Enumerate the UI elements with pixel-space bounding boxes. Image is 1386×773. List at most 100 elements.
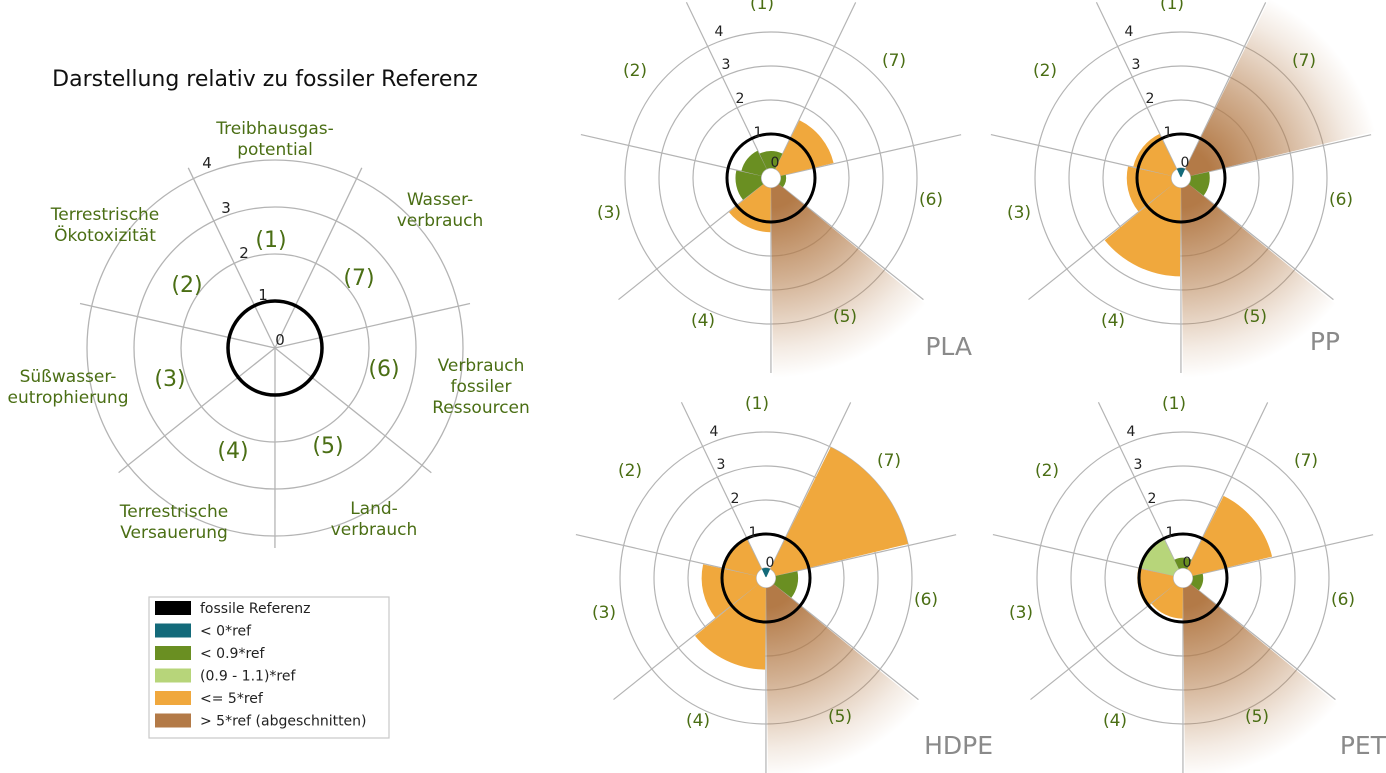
grid-spoke	[1188, 183, 1334, 301]
ring-label-0: 0	[1183, 555, 1192, 571]
ring-label-1: 1	[754, 125, 763, 141]
bar-sector-2	[723, 538, 762, 576]
bar-sector-4	[1151, 584, 1183, 619]
bar-sector-4	[695, 584, 766, 670]
sector-number-5: (5)	[1243, 307, 1267, 327]
grid-spoke	[774, 2, 857, 170]
ring-label-4: 4	[715, 24, 724, 40]
bar-sector-6	[773, 571, 799, 598]
bar-sector-3	[1137, 568, 1176, 607]
overview-polar-diagram: 0 1 2 3 4 (1) (2) (3) (4) (5) (6) (7) Treibhausgas-p…	[8, 119, 530, 549]
grid-spoke	[778, 183, 924, 301]
ring-label-2: 2	[731, 491, 740, 507]
overview-ring-label-4: 4	[202, 154, 212, 172]
overview-category-label-1: Treibhausgas-potential	[215, 119, 334, 160]
ring-label-0: 0	[1181, 155, 1190, 171]
sector-number-1: (1)	[750, 0, 774, 14]
overview-spoke-1	[187, 167, 276, 349]
grid-spoke	[618, 183, 764, 301]
bar-sector-5	[766, 584, 921, 773]
legend-swatch-ref	[155, 601, 191, 615]
ring-label-2: 2	[1148, 491, 1157, 507]
ring-label-1: 1	[1164, 125, 1173, 141]
sector-number-3: (3)	[1007, 203, 1031, 223]
overview-sector-number-7: (7)	[343, 266, 374, 291]
grid-spoke	[1030, 583, 1176, 701]
grid-spoke	[992, 533, 1174, 577]
overview-category-line: Wasser-	[407, 190, 473, 210]
legend-label-high: <= 5*ref	[200, 691, 264, 707]
legend-label-mid: (0.9 - 1.1)*ref	[200, 669, 296, 685]
reference-ring	[1137, 532, 1229, 624]
reference-ring	[725, 132, 817, 224]
overview-category-label-3: Süßwasser-eutrophierung	[8, 367, 129, 408]
overview-category-line: Ökotoxizität	[54, 224, 156, 246]
overview-spoke-6	[118, 347, 276, 474]
legend-swatch-low	[155, 646, 191, 660]
sector-number-2: (2)	[618, 461, 642, 481]
sector-number-1: (1)	[745, 394, 769, 414]
overview-sector-number-6: (6)	[368, 357, 399, 382]
legend-swatch-high	[155, 691, 191, 705]
overview-sector-number-2: (2)	[171, 273, 202, 298]
overview-category-line: Süßwasser-	[20, 367, 117, 387]
sector-number-2: (2)	[1033, 61, 1057, 81]
grid-spoke	[1190, 583, 1336, 701]
sector-number-2: (2)	[1035, 461, 1059, 481]
overview-category-line: verbrauch	[331, 520, 418, 540]
grid-spoke	[775, 534, 957, 577]
sector-number-4: (4)	[1103, 711, 1127, 731]
bar-sector-6	[778, 174, 787, 188]
ring-label-0: 0	[771, 155, 780, 171]
overview-ring-label-3: 3	[221, 199, 231, 217]
overview-sector-number-4: (4)	[217, 439, 248, 464]
chart-name-pet: PET	[1340, 731, 1386, 760]
legend-swatch-mid	[155, 668, 191, 683]
polar-chart-pp: 01 2 3 4 (1) (2) (3) (4) (5) (6) (7) PP	[990, 0, 1376, 378]
grid-spoke	[1190, 134, 1372, 177]
grid-spoke	[1028, 183, 1174, 301]
bar-sector-7	[1187, 495, 1273, 576]
sector-number-6: (6)	[1329, 190, 1353, 210]
overview-sector-number-3: (3)	[154, 367, 185, 392]
overview-spoke-3	[274, 302, 471, 349]
sector-number-4: (4)	[691, 311, 715, 331]
reference-ring	[720, 532, 812, 624]
grid-spoke	[580, 133, 762, 177]
overview-sector-number-1: (1)	[255, 228, 286, 253]
overview-category-label-7: Wasser-verbrauch	[397, 190, 484, 231]
sector-number-1: (1)	[1162, 394, 1186, 414]
overview-ring-label-1: 1	[258, 286, 268, 304]
bar-sector-1	[759, 151, 783, 169]
bar-sector-2	[1133, 134, 1177, 176]
polar-chart-pla: 01 2 3 4 (1) (2) (3) (4) (5) (6) (7) PLA	[580, 0, 972, 378]
legend-label-cut: > 5*ref (abgeschnitten)	[200, 714, 367, 730]
ring-label-3: 3	[722, 57, 731, 73]
sector-number-5: (5)	[833, 307, 857, 327]
chart-name-pla: PLA	[925, 332, 972, 361]
sector-number-2: (2)	[623, 61, 647, 81]
overview-category-line: Ressourcen	[432, 398, 530, 418]
legend: fossile Referenz < 0*ref < 0.9*ref (0.9 - 1…	[148, 596, 390, 739]
sector-number-3: (3)	[592, 603, 616, 623]
ring-label-2: 2	[1146, 91, 1155, 107]
legend-swatch-neg	[155, 623, 191, 638]
sector-number-6: (6)	[919, 190, 943, 210]
overview-spoke-2	[274, 167, 363, 349]
grid-spoke	[1095, 2, 1178, 170]
bar-sector-2	[741, 150, 767, 176]
bar-sector-3	[701, 564, 759, 618]
ring-label-4: 4	[710, 424, 719, 440]
grid-spoke	[1097, 402, 1180, 570]
grid-spoke	[1186, 402, 1269, 570]
polar-chart-pet: 01 2 3 4 (1) (2) (3) (4) (5) (6) (7) PET	[992, 394, 1386, 773]
grid-spoke	[575, 533, 757, 577]
bar-sector-4	[1104, 184, 1181, 277]
grid-spoke	[780, 134, 962, 177]
grid-spoke	[1192, 534, 1374, 577]
sector-number-7: (7)	[882, 51, 906, 71]
sector-number-4: (4)	[1101, 311, 1125, 331]
overview-category-line: verbrauch	[397, 211, 484, 231]
bar-sector-1	[1174, 557, 1192, 569]
